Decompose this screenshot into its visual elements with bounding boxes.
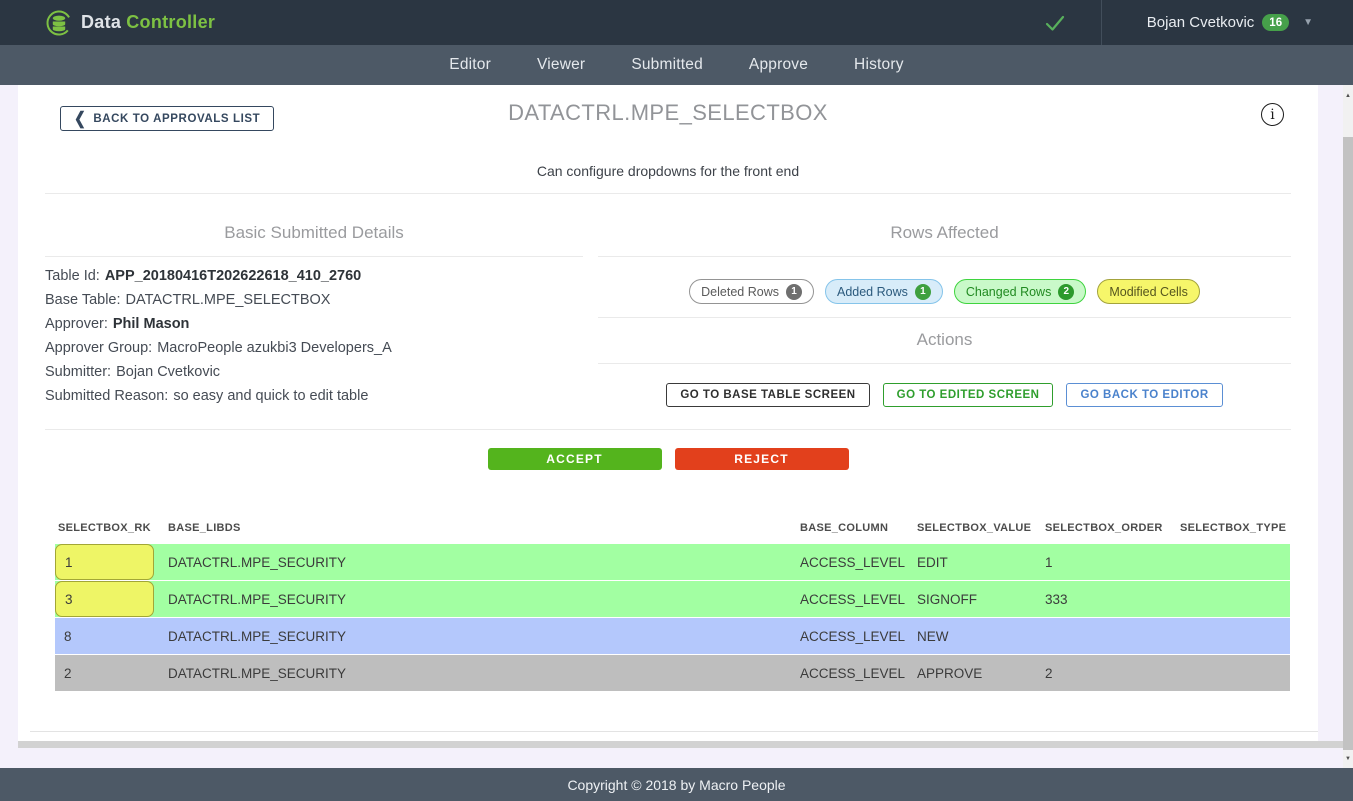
go-to-edited-screen-button[interactable]: GO TO EDITED SCREEN [882,383,1054,407]
info-icon[interactable]: i [1261,103,1284,126]
rows-affected-heading: Rows Affected [598,194,1291,257]
added-rows-badge: Added Rows 1 [824,279,943,304]
changed-rows-badge: Changed Rows 2 [953,279,1087,304]
go-to-base-table-screen-button[interactable]: GO TO BASE TABLE SCREEN [666,383,870,407]
tab-submitted[interactable]: Submitted [631,56,703,73]
chevron-left-icon: ❮ [74,108,87,128]
field-base-table: Base Table: DATACTRL.MPE_SELECTBOX [45,292,331,308]
approval-detail-card: ❮ BACK TO APPROVALS LIST DATACTRL.MPE_SE… [18,85,1318,741]
main-area: ❮ BACK TO APPROVALS LIST DATACTRL.MPE_SE… [0,85,1353,768]
table-row[interactable]: 2 DATACTRL.MPE_SECURITY ACCESS_LEVEL APP… [55,655,1290,691]
col-selectbox-order: SELECTBOX_ORDER [1045,522,1163,534]
scroll-up-arrow-icon[interactable]: ▲ [1345,93,1351,99]
card-bottom-divider [30,731,1318,732]
col-selectbox-value: SELECTBOX_VALUE [917,522,1032,534]
field-approver-group: Approver Group: MacroPeople azukbi3 Devel… [45,340,392,356]
table-row[interactable]: 8 DATACTRL.MPE_SECURITY ACCESS_LEVEL NEW [55,618,1290,654]
scrollbar-thumb[interactable] [1343,137,1353,750]
page-subtitle: Can configure dropdowns for the front en… [536,163,800,179]
app-header: Data Controller Bojan Cvetkovic 16 ▼ [0,0,1353,45]
basic-submitted-details-section: Basic Submitted Details Table Id: APP_201… [45,194,583,408]
changes-table: SELECTBOX_RK BASE_LIBDS BASE_COLUMN SELE… [55,522,1290,691]
accept-button[interactable]: ACCEPT [487,448,662,470]
tab-history[interactable]: History [854,56,904,73]
check-icon [1045,15,1064,31]
copyright-text: Copyright © 2018 by Macro People [567,776,786,793]
table-row[interactable]: 3 DATACTRL.MPE_SECURITY ACCESS_LEVEL SIG… [55,581,1290,617]
app-footer: Copyright © 2018 by Macro People [0,768,1353,801]
database-logo-icon [46,10,72,35]
details-heading: Basic Submitted Details [45,194,583,257]
field-table-id: Table Id: APP_20180416T202622618_410_2760 [45,268,362,284]
user-menu[interactable]: Bojan Cvetkovic 16 ▼ [1102,14,1353,31]
rows-affected-section: Rows Affected Deleted Rows 1 Added Rows 1 … [598,194,1291,408]
modified-cell: 1 [55,544,154,580]
chevron-down-icon: ▼ [1303,17,1313,28]
field-approver: Approver: Phil Mason [45,316,190,332]
header-divider [1100,0,1102,45]
field-submitter: Submitter: Bojan Cvetkovic [45,364,221,380]
brand-name-primary: Data [81,12,122,32]
go-back-to-editor-button[interactable]: GO BACK TO EDITOR [1066,383,1223,407]
modified-cells-badge: Modified Cells [1097,279,1200,304]
field-submitted-reason: Submitted Reason: so easy and quick to ed… [45,388,369,404]
col-selectbox-rk: SELECTBOX_RK [58,522,151,534]
col-base-column: BASE_COLUMN [800,522,889,534]
col-base-libds: BASE_LIBDS [168,522,241,534]
reject-button[interactable]: REJECT [674,448,849,470]
vertical-scrollbar[interactable]: ▲ ▼ [1343,85,1353,768]
user-badge: 16 [1262,14,1290,31]
back-to-approvals-button[interactable]: ❮ BACK TO APPROVALS LIST [60,106,275,131]
table-header-row: SELECTBOX_RK BASE_LIBDS BASE_COLUMN SELE… [55,522,1290,534]
deleted-rows-badge: Deleted Rows 1 [689,279,814,304]
brand-logo: Data Controller [46,10,215,36]
main-nav: Editor Viewer Submitted Approve History [0,45,1353,85]
scroll-down-arrow-icon[interactable]: ▼ [1345,756,1351,762]
col-selectbox-type: SELECTBOX_TYPE [1180,522,1287,534]
actions-heading: Actions [598,318,1291,364]
modified-cell: 3 [55,581,154,617]
brand-name-secondary: Controller [126,12,216,32]
details-sections: Basic Submitted Details Table Id: APP_201… [45,193,1291,430]
user-name: Bojan Cvetkovic [1146,14,1255,31]
tab-editor[interactable]: Editor [449,56,491,73]
table-row[interactable]: 1 DATACTRL.MPE_SECURITY ACCESS_LEVEL EDI… [55,544,1290,580]
back-button-label: BACK TO APPROVALS LIST [93,112,261,125]
horizontal-scrollbar[interactable] [18,741,1344,748]
tab-viewer[interactable]: Viewer [537,56,586,73]
page-title: DATACTRL.MPE_SELECTBOX [508,100,828,125]
tab-approve[interactable]: Approve [748,56,809,73]
